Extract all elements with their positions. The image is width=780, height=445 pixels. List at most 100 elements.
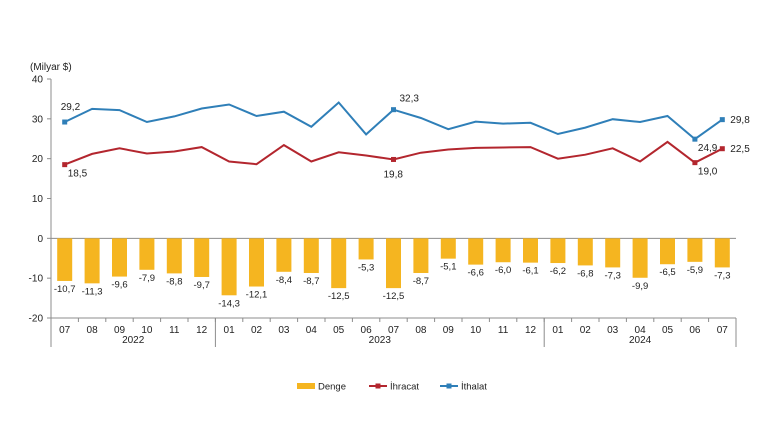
point-value-label: 19,0 xyxy=(698,167,718,178)
bar-value-label: -9,6 xyxy=(111,280,127,291)
legend-swatch-marker xyxy=(446,383,452,389)
x-category-label: 11 xyxy=(169,325,180,336)
x-category-label: 07 xyxy=(59,325,71,336)
x-category-label: 12 xyxy=(196,325,208,336)
bar-value-label: -8,7 xyxy=(303,276,319,287)
bar-value-label: -8,4 xyxy=(276,275,292,286)
bar-denge xyxy=(632,238,648,278)
y-tick-label: 10 xyxy=(32,194,44,205)
bar-value-label: -6,8 xyxy=(577,268,593,279)
point-value-label: 29,2 xyxy=(61,102,81,113)
bar-denge xyxy=(221,238,237,296)
bar-denge xyxy=(714,238,730,268)
series-marker xyxy=(719,117,725,123)
bar-denge xyxy=(523,238,538,263)
bar-value-label: -9,7 xyxy=(194,280,210,291)
bar-denge xyxy=(358,238,374,260)
x-category-label: 12 xyxy=(525,325,537,336)
year-label: 2024 xyxy=(629,335,652,346)
bar-value-label: -10,7 xyxy=(54,284,76,295)
x-category-label: 05 xyxy=(662,325,674,336)
bar-value-label: -6,0 xyxy=(495,265,511,276)
series-marker xyxy=(62,162,68,168)
bar-denge xyxy=(303,238,319,273)
bar-denge xyxy=(194,238,210,277)
series-marker xyxy=(692,136,698,142)
year-label: 2022 xyxy=(122,335,145,346)
bar-value-label: -14,3 xyxy=(218,298,240,309)
legend-label: İthalat xyxy=(461,382,487,393)
bar-denge xyxy=(139,238,155,270)
x-category-label: 03 xyxy=(278,325,290,336)
bar-denge xyxy=(386,238,401,289)
x-category-label: 06 xyxy=(689,325,701,336)
bar-value-label: -7,9 xyxy=(139,273,155,284)
bar-denge xyxy=(112,238,127,277)
x-category-label: 08 xyxy=(415,325,427,336)
point-value-label: 24,9 xyxy=(698,143,718,154)
x-category-label: 09 xyxy=(114,325,126,336)
bar-value-label: -12,1 xyxy=(246,290,268,301)
bar-value-label: -8,8 xyxy=(166,276,182,287)
bar-denge xyxy=(495,238,511,263)
legend-swatch-denge xyxy=(297,383,315,389)
bar-denge xyxy=(57,238,73,281)
bar-value-label: -7,3 xyxy=(714,270,730,281)
point-value-label: 22,5 xyxy=(730,144,750,155)
y-tick-label: -10 xyxy=(29,274,44,285)
bar-value-label: -12,5 xyxy=(328,291,350,302)
bar-value-label: -8,7 xyxy=(413,276,429,287)
y-tick-label: 40 xyxy=(32,75,44,86)
point-value-label: 19,8 xyxy=(384,169,404,180)
y-tick-label: -20 xyxy=(29,314,44,325)
bar-value-label: -5,3 xyxy=(358,262,374,273)
bar-denge xyxy=(577,238,593,266)
x-category-label: 10 xyxy=(141,325,153,336)
bar-denge xyxy=(166,238,182,274)
x-category-label: 01 xyxy=(552,325,564,336)
bar-denge xyxy=(331,238,347,289)
bar-value-label: -6,6 xyxy=(468,268,484,279)
point-value-label: 32,3 xyxy=(400,94,420,105)
x-category-label: 03 xyxy=(607,325,619,336)
legend-label: İhracat xyxy=(390,382,419,393)
bar-denge xyxy=(605,238,621,268)
bar-denge xyxy=(440,238,456,259)
point-value-label: 18,5 xyxy=(68,169,88,180)
bar-value-label: -5,1 xyxy=(440,262,456,273)
series-marker xyxy=(62,119,68,125)
y-tick-label: 0 xyxy=(37,234,43,245)
bar-denge xyxy=(84,238,100,284)
bar-denge xyxy=(468,238,484,265)
x-category-label: 05 xyxy=(333,325,345,336)
bar-denge xyxy=(550,238,566,264)
bar-value-label: -11,3 xyxy=(82,286,103,297)
y-tick-label: 30 xyxy=(32,114,44,125)
x-category-label: 07 xyxy=(388,325,400,336)
x-category-label: 11 xyxy=(498,325,509,336)
x-category-label: 04 xyxy=(635,325,647,336)
legend-swatch-marker xyxy=(375,383,381,389)
bar-denge xyxy=(660,238,675,265)
bar-value-label: -6,1 xyxy=(522,266,538,277)
year-label: 2023 xyxy=(369,335,392,346)
bar-value-label: -6,5 xyxy=(659,267,675,278)
bar-denge xyxy=(413,238,429,273)
bar-denge xyxy=(687,238,703,262)
legend-label: Denge xyxy=(318,382,346,393)
x-category-label: 09 xyxy=(443,325,455,336)
bar-denge xyxy=(276,238,292,272)
x-category-label: 10 xyxy=(470,325,482,336)
bar-denge xyxy=(249,238,264,287)
x-category-label: 07 xyxy=(717,325,729,336)
series-marker xyxy=(692,160,698,166)
series-marker xyxy=(391,156,396,162)
series-marker xyxy=(719,146,725,152)
point-value-label: 29,8 xyxy=(730,115,750,126)
x-category-label: 08 xyxy=(87,325,99,336)
bar-value-label: -12,5 xyxy=(383,291,405,302)
y-tick-label: 20 xyxy=(32,154,44,165)
bar-value-label: -9,9 xyxy=(632,281,648,292)
